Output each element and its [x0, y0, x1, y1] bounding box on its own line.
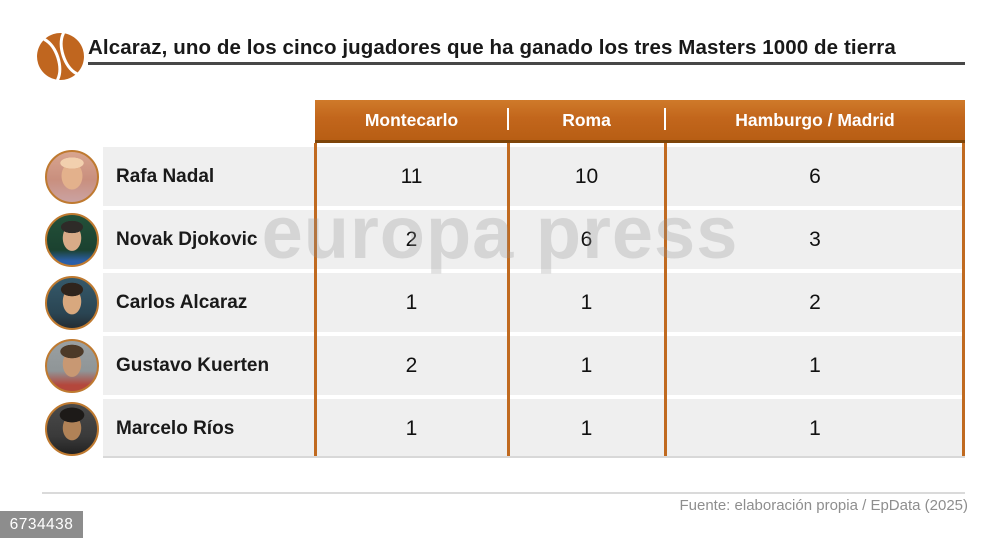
- column-divider: [507, 143, 510, 458]
- photo-carlos-alcaraz: [44, 275, 99, 330]
- column-header-roma: Roma: [507, 100, 665, 143]
- table-row-avatar-cell: [40, 147, 103, 206]
- player-name: Marcelo Ríos: [103, 399, 315, 458]
- table-row-avatar-cell: [40, 399, 103, 458]
- column-header-montecarlo: Montecarlo: [315, 100, 508, 143]
- value-cell: 1: [508, 273, 665, 332]
- value-cell: 6: [665, 147, 965, 206]
- value-cell: 1: [665, 336, 965, 395]
- value-cell: 2: [665, 273, 965, 332]
- value-cell: 6: [508, 210, 665, 269]
- value-cell: 3: [665, 210, 965, 269]
- footer-divider: [42, 492, 965, 494]
- source-text: Fuente: elaboración propia / EpData (202…: [679, 497, 968, 514]
- table-bottom-border: [103, 456, 965, 458]
- player-name: Novak Djokovic: [103, 210, 315, 269]
- value-cell: 1: [508, 399, 665, 458]
- player-name: Carlos Alcaraz: [103, 273, 315, 332]
- value-cell: 1: [315, 273, 508, 332]
- value-cell: 1: [508, 336, 665, 395]
- column-divider: [314, 143, 317, 458]
- value-cell: 1: [665, 399, 965, 458]
- value-cell: 10: [508, 147, 665, 206]
- value-cell: 2: [315, 336, 508, 395]
- title-underline: [88, 62, 965, 65]
- image-id-badge: 6734438: [0, 511, 83, 538]
- player-name: Gustavo Kuerten: [103, 336, 315, 395]
- page-title: Alcaraz, uno de los cinco jugadores que …: [88, 36, 896, 59]
- value-cell: 11: [315, 147, 508, 206]
- column-divider: [664, 143, 667, 458]
- column-header-hamburgo-madrid: Hamburgo / Madrid: [664, 100, 965, 143]
- masters-titles-table: Montecarlo Roma Hamburgo / Madrid Rafa N…: [40, 100, 965, 458]
- photo-gustavo-kuerten: [44, 338, 99, 393]
- photo-novak-djokovic: [44, 212, 99, 267]
- photo-rafa-nadal: [44, 149, 99, 204]
- tennis-ball-icon: [36, 32, 85, 81]
- photo-marcelo-rios: [44, 401, 99, 456]
- table-row-avatar-cell: [40, 273, 103, 332]
- table-row-avatar-cell: [40, 210, 103, 269]
- table-right-border: [962, 143, 965, 458]
- value-cell: 2: [315, 210, 508, 269]
- table-row-avatar-cell: [40, 336, 103, 395]
- value-cell: 1: [315, 399, 508, 458]
- player-name: Rafa Nadal: [103, 147, 315, 206]
- header-spacer: [40, 100, 315, 143]
